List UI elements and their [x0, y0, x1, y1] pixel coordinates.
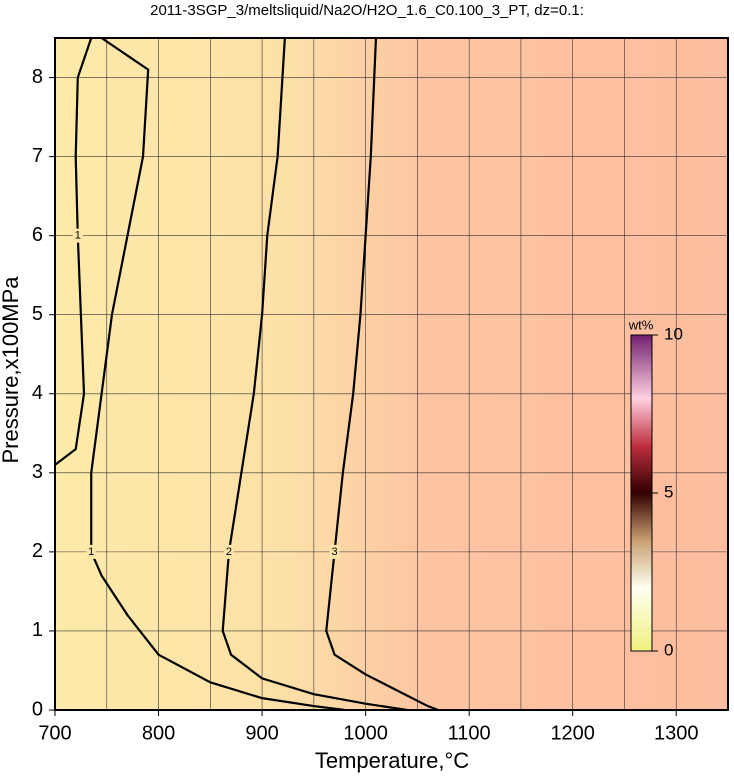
colorbar-tick-label: 0 — [664, 640, 673, 659]
y-axis-label: Pressure,x100MPa — [0, 276, 23, 464]
y-tick-label: 3 — [32, 461, 43, 483]
plot-background — [55, 38, 728, 710]
y-tick-label: 4 — [32, 382, 43, 404]
x-tick-label: 800 — [142, 722, 175, 744]
y-tick-label: 7 — [32, 145, 43, 167]
contour-label-bg — [86, 544, 97, 559]
contour-label: 1 — [88, 546, 94, 558]
contour-label: 1 — [75, 230, 81, 242]
y-tick-label: 2 — [32, 540, 43, 562]
y-tick-label: 6 — [32, 224, 43, 246]
x-tick-label: 1100 — [448, 722, 491, 744]
colorbar-tick-label: 5 — [664, 482, 673, 501]
x-tick-label: 700 — [38, 722, 71, 744]
plot-frame — [54, 37, 729, 711]
y-tick-label: 5 — [32, 303, 43, 325]
colorbar-label: wt% — [628, 317, 654, 332]
contours: 1 1 2 3 — [54, 37, 439, 712]
contour-label: 2 — [226, 546, 232, 558]
x-tick-label: 1300 — [654, 722, 699, 744]
x-tick-label: 1200 — [550, 722, 595, 744]
contour-label-bg — [329, 544, 340, 559]
contour-label: 3 — [331, 546, 337, 558]
y-tick-label: 0 — [32, 698, 43, 720]
x-tick-label: 900 — [245, 722, 278, 744]
contour-label-bg — [72, 228, 83, 243]
contour-line — [54, 37, 93, 466]
chart-title: 2011-3SGP_3/meltsliquid/Na2O/H2O_1.6_C0.… — [150, 2, 584, 19]
y-tick-label: 8 — [32, 66, 43, 88]
y-tick-label: 1 — [32, 619, 43, 641]
colorbar-tick-label: 10 — [664, 324, 683, 343]
x-tick-label: 1000 — [343, 722, 388, 744]
contour-label-bg — [223, 544, 234, 559]
colorbar — [630, 334, 653, 652]
x-axis-label: Temperature,°C — [315, 748, 469, 773]
